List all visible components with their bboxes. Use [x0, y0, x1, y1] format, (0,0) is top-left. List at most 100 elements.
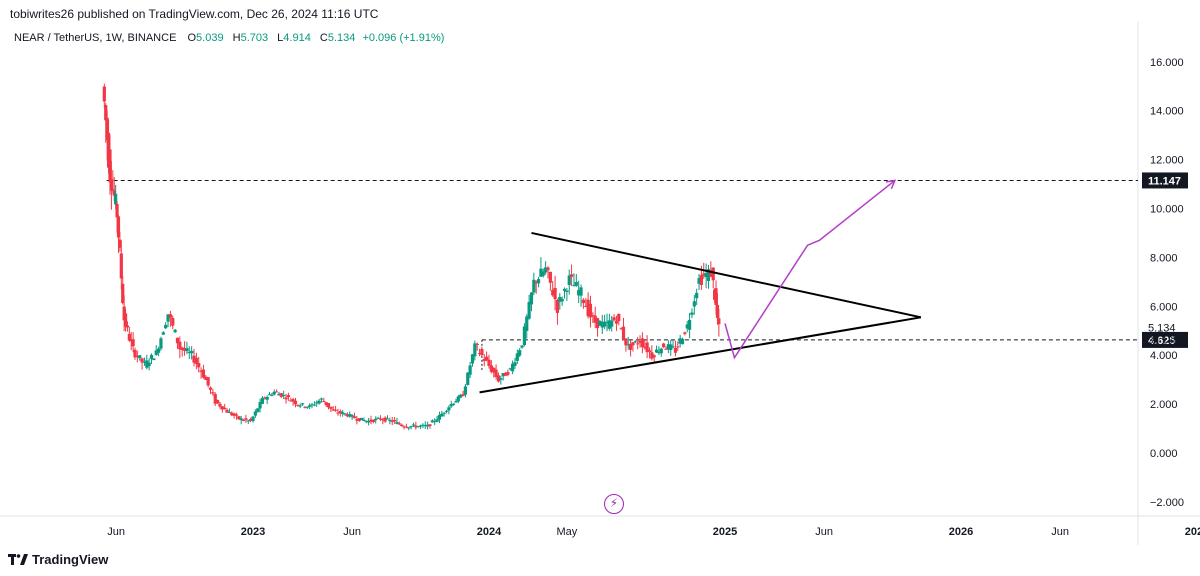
candle-body — [149, 354, 154, 359]
candle-body — [447, 407, 451, 411]
candle-body — [187, 351, 191, 353]
candle-body — [454, 401, 458, 403]
candle-body — [551, 289, 555, 296]
y-tick-label: 6.000 — [1150, 301, 1178, 313]
candle-body — [362, 419, 366, 421]
candle-body — [605, 321, 609, 323]
candle-body — [194, 357, 198, 364]
candle-body — [678, 338, 682, 344]
candle-body — [520, 345, 524, 348]
candle-body — [105, 117, 109, 141]
candle-body — [709, 270, 713, 277]
candle-body — [683, 332, 687, 334]
candle-body — [640, 338, 644, 348]
change-value: +0.096 (+1.91%) — [362, 32, 445, 44]
candle-body — [367, 420, 371, 423]
candle-body — [544, 267, 548, 273]
candle-body — [654, 349, 659, 353]
candle-body — [223, 407, 227, 410]
candle-body — [673, 347, 678, 353]
candle-body — [430, 420, 434, 423]
candle-body — [364, 420, 368, 422]
candle-body — [508, 368, 512, 370]
price-label-box — [1142, 331, 1188, 348]
candle-body — [591, 315, 595, 317]
triangle-upper-trendline — [531, 231, 922, 319]
candle-body — [230, 412, 234, 416]
candle-body — [560, 298, 564, 302]
candle-body — [395, 422, 399, 424]
candle-body — [142, 361, 147, 363]
candle-body — [645, 342, 649, 353]
candle-body — [612, 317, 616, 321]
candle-body — [164, 324, 168, 329]
symbol-title[interactable]: NEAR / TetherUS, 1W, BINANCE — [14, 32, 177, 44]
candle-body — [506, 371, 510, 375]
candle-body — [352, 416, 357, 419]
candle-body — [119, 253, 123, 279]
candle-body — [199, 370, 203, 372]
tradingview-logo-icon — [8, 553, 28, 566]
candle-body — [239, 418, 243, 421]
candle-body — [671, 346, 675, 348]
candle-body — [296, 404, 300, 406]
candle-body — [496, 375, 501, 382]
candle-body — [657, 351, 661, 354]
candle-body — [378, 418, 383, 420]
close-value: 5.134 — [327, 32, 356, 44]
candle-body — [470, 354, 475, 364]
candle-body — [714, 288, 718, 305]
high-label: H — [232, 32, 241, 44]
candle-body — [161, 332, 165, 335]
y-tick-label: 8.000 — [1150, 252, 1178, 264]
candle-body — [404, 426, 408, 428]
candle-body — [652, 355, 656, 358]
publisher-line: tobiwrites26 published on TradingView.co… — [10, 7, 379, 21]
candle-body — [388, 419, 392, 421]
candle-body — [527, 301, 531, 319]
y-tick-label: 12.000 — [1150, 155, 1184, 167]
candle-body — [676, 346, 680, 348]
candle-body — [489, 365, 493, 372]
candle-body — [662, 343, 666, 348]
candle-body — [315, 402, 319, 404]
candle-body — [581, 299, 585, 304]
candle-body — [185, 348, 189, 352]
candle-body — [402, 426, 406, 428]
x-tick-label: Jun — [107, 526, 125, 538]
candle-body — [593, 315, 597, 323]
candle-body — [463, 386, 467, 395]
candle-body — [127, 333, 131, 341]
high-value: 5.703 — [240, 32, 269, 44]
candle-body — [626, 344, 630, 346]
lightning-bolt-icon[interactable]: ⚡ — [604, 494, 624, 514]
candle-body — [147, 362, 151, 367]
x-tick-label: May — [556, 526, 577, 538]
candle-body — [553, 288, 557, 300]
candle-body — [129, 340, 133, 342]
candle-body — [279, 393, 283, 397]
candle-body — [647, 350, 652, 352]
candle-body — [536, 279, 541, 284]
candle-body — [263, 397, 267, 399]
x-tick-label: Jun — [815, 526, 833, 538]
footer-brand-text: TradingView — [32, 552, 109, 567]
candle-body — [220, 406, 224, 410]
footer-brand: TradingView — [8, 552, 108, 567]
candle-body — [468, 365, 472, 375]
candle-body — [595, 318, 600, 329]
candle-body — [603, 321, 607, 327]
candle-body — [456, 396, 460, 402]
price-label-box — [1142, 172, 1188, 189]
candle-body — [275, 391, 279, 393]
candle-body — [326, 403, 331, 408]
candle-body — [383, 417, 387, 422]
candle-body — [621, 326, 626, 340]
candle-body — [442, 412, 446, 414]
open-label: O — [187, 32, 197, 44]
x-tick-label: 2026 — [949, 526, 973, 538]
candle-body — [702, 273, 706, 276]
candle-body — [180, 347, 184, 351]
candle-body — [109, 179, 113, 191]
